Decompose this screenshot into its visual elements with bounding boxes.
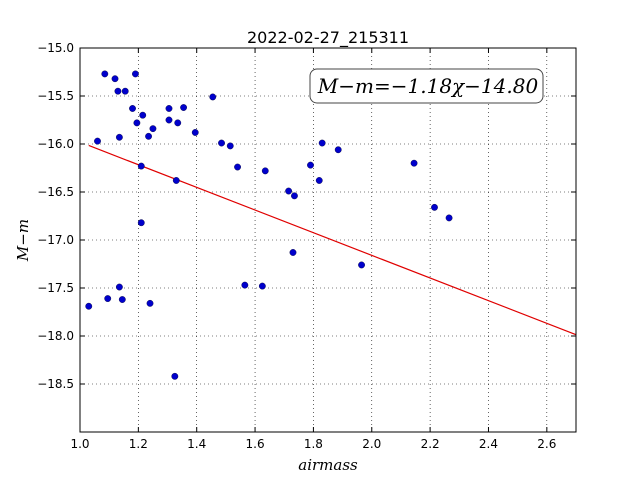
data-point (171, 372, 179, 380)
data-point (132, 70, 139, 78)
x-axis-ticks: 1.0 1.2 1.4 1.6 1.8 2.0 2.2 2.4 2.6 (70, 48, 556, 451)
x-tick-label: 2.4 (479, 437, 498, 451)
fit-line-group (88, 144, 577, 336)
data-point (191, 129, 199, 136)
data-point (137, 162, 145, 170)
data-point (410, 159, 418, 167)
data-point (111, 75, 119, 83)
data-point (209, 93, 217, 101)
data-point (115, 133, 123, 141)
data-point (261, 167, 269, 175)
data-point (129, 105, 136, 112)
x-tick-label: 1.8 (304, 437, 323, 451)
data-point (315, 177, 323, 184)
y-tick-label: −16.5 (37, 185, 74, 199)
data-point (145, 132, 152, 140)
data-point (180, 104, 187, 111)
data-point (234, 163, 241, 171)
data-points (85, 70, 453, 380)
x-tick-label: 1.4 (187, 437, 206, 451)
data-point (291, 192, 298, 200)
data-point (318, 139, 326, 147)
data-point (289, 249, 297, 256)
data-point (115, 283, 123, 291)
data-point (358, 261, 365, 269)
x-tick-label: 1.0 (70, 437, 89, 451)
x-tick-label: 1.2 (129, 437, 148, 451)
data-point (121, 87, 129, 95)
data-point (174, 119, 182, 127)
data-point (94, 137, 101, 145)
data-point (118, 296, 126, 303)
y-tick-label: −16.0 (37, 137, 74, 151)
y-axis-ticks: −15.0 −15.5 −16.0 −16.5 −17.0 −17.5 −18.0 −18.5 (37, 41, 576, 391)
data-point (258, 282, 266, 290)
x-tick-label: 2.0 (362, 437, 381, 451)
y-tick-label: −15.5 (37, 89, 74, 103)
data-point (431, 203, 438, 211)
data-point (149, 125, 157, 133)
y-axis-label: M−m (14, 219, 32, 262)
fit-line (88, 144, 577, 336)
data-point (334, 146, 342, 154)
fit-annotation: M−m=−1.18χ−14.80 (309, 68, 544, 104)
data-point (165, 116, 173, 124)
x-tick-label: 2.6 (537, 437, 556, 451)
annotation-box (309, 68, 544, 104)
data-point (85, 302, 93, 310)
data-point (172, 177, 180, 184)
data-point (445, 214, 453, 222)
x-tick-label: 1.6 (246, 437, 265, 451)
data-point (226, 142, 234, 150)
data-point (307, 161, 314, 169)
chart-title: 2022-02-27_215311 (247, 28, 409, 48)
data-point (146, 299, 154, 307)
data-point (139, 111, 147, 119)
x-tick-label: 2.2 (421, 437, 440, 451)
y-tick-label: −17.0 (37, 233, 74, 247)
data-point (101, 70, 109, 78)
y-tick-label: −18.0 (37, 329, 74, 343)
data-point (165, 105, 173, 112)
y-tick-label: −18.5 (37, 377, 74, 391)
data-point (218, 139, 225, 147)
data-point (137, 219, 145, 227)
y-tick-label: −17.5 (37, 281, 74, 295)
data-point (133, 119, 141, 127)
data-point (285, 187, 293, 195)
annotation-text: M−m=−1.18χ−14.80 (317, 74, 539, 98)
data-point (114, 87, 122, 95)
data-point (104, 295, 112, 302)
x-axis-label: airmass (298, 456, 358, 474)
y-tick-label: −15.0 (37, 41, 74, 55)
data-point (241, 281, 249, 289)
